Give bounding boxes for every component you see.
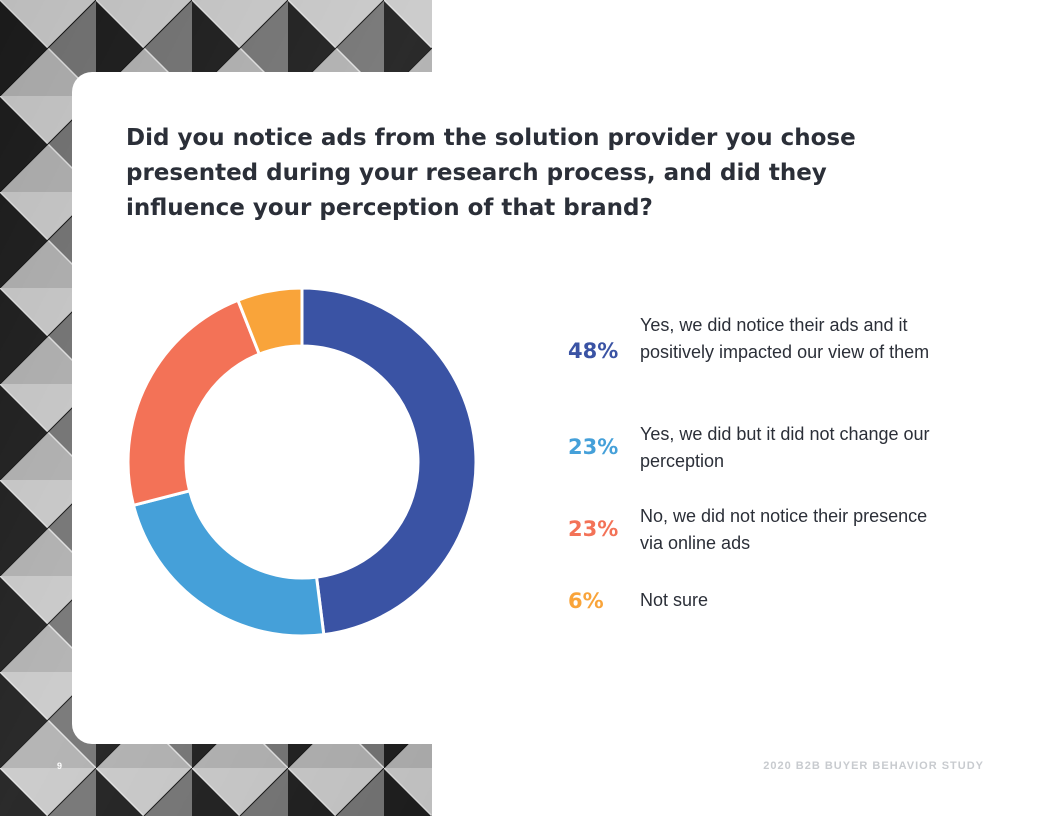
- legend-label: Yes, we did but it did not change our pe…: [640, 424, 930, 471]
- legend-percent: 48%: [568, 339, 619, 363]
- survey-question: Did you notice ads from the solution pro…: [126, 125, 856, 221]
- legend-label: No, we did not notice their presence via…: [640, 506, 928, 553]
- footer-title: 2020 B2B BUYER BEHAVIOR STUDY: [763, 760, 984, 772]
- legend-label: Yes, we did notice their ads and it posi…: [640, 315, 930, 362]
- legend-percent: 6%: [568, 589, 604, 613]
- donut-slice-2: [131, 489, 326, 638]
- donut-chart: [126, 286, 478, 638]
- donut-slice-3: [126, 298, 262, 508]
- donut-slice-4: [235, 286, 304, 357]
- legend-percent: 23%: [568, 517, 619, 541]
- donut-slice-1: [300, 286, 478, 637]
- page-number: 9: [57, 761, 63, 771]
- legend-label: Not sure: [640, 590, 709, 610]
- legend-percent: 23%: [568, 435, 619, 459]
- content-card: [72, 72, 1056, 744]
